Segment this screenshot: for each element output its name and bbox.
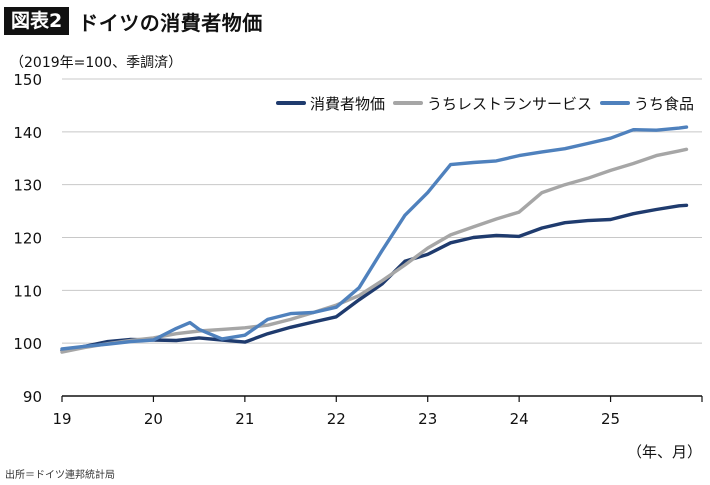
x-tick-label: 25 [601, 410, 620, 428]
y-tick-label: 110 [13, 282, 42, 300]
chart-title: ドイツの消費者物価 [78, 10, 263, 35]
y-tick-label: 140 [13, 124, 42, 142]
y-tick-label: 120 [13, 230, 42, 248]
legend-label: うち食品 [634, 95, 694, 113]
legend: 消費者物価 うちレストランサービス うち食品 [276, 95, 694, 113]
figure-badge: 図表2 [4, 7, 70, 35]
series-line-food [60, 125, 689, 351]
x-tick-label: 21 [235, 410, 254, 428]
y-tick-label: 150 [13, 71, 42, 89]
x-tick-label: 23 [418, 410, 437, 428]
legend-label: うちレストランサービス [427, 95, 592, 113]
figure-header: 図表2 ドイツの消費者物価 [4, 6, 263, 36]
series-lines [60, 125, 689, 354]
y-tick-label: 130 [13, 177, 42, 195]
axes: 90 100 110 120 130 140 150 19 20 21 22 23 24 25 [13, 71, 703, 428]
source-note: 出所＝ドイツ連邦統計局 [5, 470, 115, 481]
unit-note: （2019年=100、季調済） [10, 55, 183, 71]
x-axis-label: （年、月） [627, 443, 702, 461]
x-tick-label: 24 [510, 410, 529, 428]
x-tick-label: 19 [52, 410, 71, 428]
series-line-cpi [60, 203, 689, 353]
y-tick-label: 100 [13, 335, 42, 353]
legend-label: 消費者物価 [310, 95, 385, 113]
y-tick-label: 90 [23, 388, 42, 406]
series-line-restaurant_services [60, 147, 689, 354]
grid-lines [62, 78, 702, 344]
x-tick-label: 20 [144, 410, 163, 428]
x-tick-label: 22 [327, 410, 346, 428]
